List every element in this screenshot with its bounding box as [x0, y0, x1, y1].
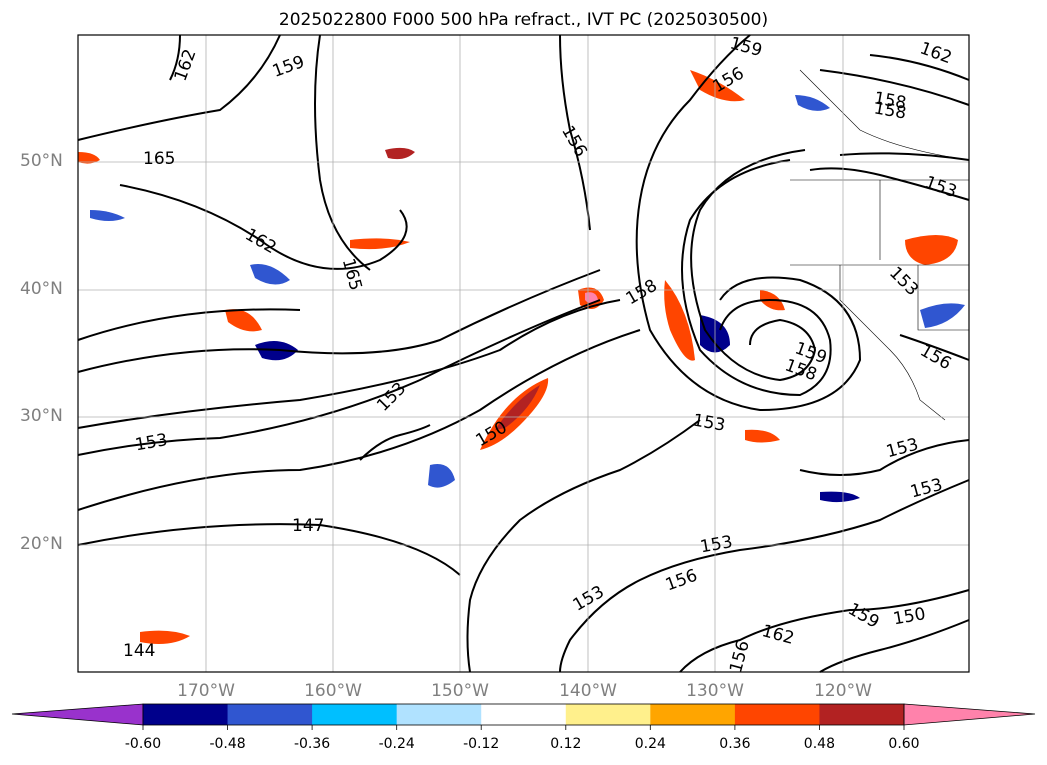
map-title: 2025022800 F000 500 hPa refract., IVT PC…	[278, 10, 769, 30]
contour-label: 165	[143, 149, 175, 169]
borders	[790, 69, 970, 421]
shading-layer	[78, 70, 965, 644]
colorbar-segment	[650, 704, 736, 725]
colorbar-over-triangle	[903, 703, 1036, 726]
colorbar-tick-label: 0.60	[888, 736, 920, 752]
lon-label-120w: 120°W	[814, 681, 872, 701]
colorbar-segment	[143, 704, 229, 725]
colorbar-segment	[396, 704, 482, 725]
colorbar	[11, 703, 1036, 730]
contour-label: 147	[292, 516, 324, 536]
lon-label-160w: 160°W	[304, 681, 362, 701]
lon-label-150w: 150°W	[431, 681, 489, 701]
colorbar-segment	[312, 704, 398, 725]
colorbar-tick-label: -0.36	[293, 736, 331, 752]
colorbar-tick-label: -0.24	[378, 736, 415, 752]
colorbar-segment	[565, 704, 651, 725]
lat-label-20n: 20°N	[20, 534, 63, 554]
colorbar-tick-label: 0.48	[803, 736, 835, 752]
gridlines	[78, 35, 969, 672]
colorbar-segments	[143, 704, 905, 725]
colorbar-frame	[142, 703, 905, 726]
lat-label-50n: 50°N	[20, 151, 63, 171]
colorbar-tick-label: -0.48	[209, 736, 246, 752]
colorbar-tick-label: -0.60	[124, 736, 162, 752]
colorbar-segment	[819, 704, 905, 725]
lon-label-140w: 140°W	[559, 681, 617, 701]
lat-label-40n: 40°N	[20, 279, 63, 299]
lon-label-130w: 130°W	[686, 681, 744, 701]
colorbar-under-triangle	[11, 703, 144, 726]
map-background	[78, 35, 969, 672]
lon-label-170w: 170°W	[177, 681, 235, 701]
colorbar-tick-label: 0.24	[634, 736, 666, 752]
colorbar-segment	[481, 704, 567, 725]
contour-lines	[77, 34, 970, 673]
colorbar-tick-label: -0.12	[463, 736, 500, 752]
colorbar-tick-label: 0.12	[550, 736, 582, 752]
colorbar-tick-marks	[142, 725, 905, 730]
contour-label: 144	[123, 641, 155, 661]
colorbar-segment	[734, 704, 820, 725]
map-frame	[77, 34, 970, 673]
colorbar-segment	[227, 704, 313, 725]
lat-label-30n: 30°N	[20, 406, 63, 426]
colorbar-tick-label: 0.36	[719, 736, 751, 752]
